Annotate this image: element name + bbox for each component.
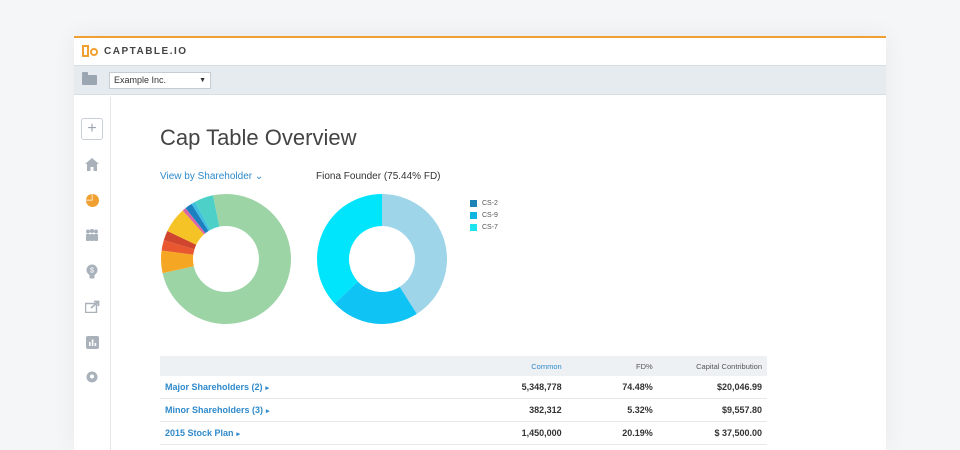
shareholder-slice-0[interactable] <box>162 194 291 324</box>
cell-fd: 74.48% <box>566 376 658 399</box>
legend-label: CS-2 <box>482 199 498 207</box>
main-content: Cap Table Overview View by Shareholder ⌄… <box>160 97 886 450</box>
cell-common: 382,312 <box>433 398 567 422</box>
table-header-row: Common FD% Capital Contribution <box>160 356 767 376</box>
company-toolbar: Example Inc. ▼ <box>74 65 886 95</box>
cell-common: 5,348,778 <box>433 376 567 399</box>
expand-arrow-icon: ▸ <box>265 385 270 392</box>
home-icon[interactable] <box>81 153 103 175</box>
view-by-label: View by Shareholder <box>160 171 253 182</box>
row-name-link[interactable]: Minor Shareholders (3) ▸ <box>160 398 434 422</box>
column-header-fd[interactable]: FD% <box>566 356 658 376</box>
shareholder-donut-chart <box>161 194 291 324</box>
row-name-link[interactable]: 2015 Stock Plan ▸ <box>160 421 434 445</box>
legend-item: CS-7 <box>470 221 498 233</box>
app-window: CAPTABLE.IO Example Inc. ▼ + $ <box>74 36 886 450</box>
expand-arrow-icon: ▸ <box>236 431 241 438</box>
table-row[interactable]: Minor Shareholders (3) ▸ 382,312 5.32% $9… <box>160 398 767 422</box>
legend-item: CS-2 <box>470 197 498 209</box>
legend-item: CS-9 <box>470 209 498 221</box>
table-row[interactable]: Major Shareholders (2) ▸ 5,348,778 74.48%… <box>160 376 767 399</box>
founder-donut-chart <box>317 194 447 324</box>
detail-chart-title: Fiona Founder (75.44% FD) <box>316 171 441 182</box>
caret-down-icon: ▼ <box>199 76 206 84</box>
shareholder-slice-2[interactable] <box>161 240 195 255</box>
shareholder-slice-5[interactable] <box>182 208 206 235</box>
company-select-value: Example Inc. <box>114 75 167 85</box>
legend-swatch <box>470 223 477 231</box>
column-header-name <box>160 356 434 376</box>
svg-text:$: $ <box>90 267 94 274</box>
plus-icon[interactable]: + <box>81 118 103 140</box>
view-by-shareholder-dropdown[interactable]: View by Shareholder ⌄ <box>160 171 263 182</box>
pie-chart-icon[interactable] <box>81 189 103 211</box>
captable-logo-icon <box>82 44 98 59</box>
cell-capital: $20,046.99 <box>657 376 767 399</box>
brand-name: CAPTABLE.IO <box>104 46 188 57</box>
page-title: Cap Table Overview <box>160 125 357 150</box>
legend-label: CS-7 <box>482 223 498 231</box>
brand-bar: CAPTABLE.IO <box>74 38 886 65</box>
chevron-down-icon: ⌄ <box>254 171 264 182</box>
column-header-common[interactable]: Common <box>433 356 567 376</box>
shareholder-slice-4[interactable] <box>167 210 205 245</box>
founder-slice-cs-9[interactable] <box>334 281 417 324</box>
founder-slice-cs-2[interactable] <box>382 194 447 314</box>
cell-capital: $9,557.80 <box>657 398 767 422</box>
row-name-link[interactable]: Major Shareholders (2) ▸ <box>160 376 434 399</box>
cell-fd: 20.19% <box>566 421 658 445</box>
expand-arrow-icon: ▸ <box>266 408 270 415</box>
table-row[interactable]: 2015 Stock Plan ▸ 1,450,000 20.19% $ 37,5… <box>160 421 767 445</box>
chart-legend: CS-2 CS-9 CS-7 <box>470 197 498 233</box>
legend-label: CS-9 <box>482 211 498 219</box>
shareholder-slice-9[interactable] <box>213 194 226 227</box>
cell-fd: 5.32% <box>566 398 658 422</box>
cell-common: 1,450,000 <box>433 421 567 445</box>
share-icon[interactable] <box>81 295 103 317</box>
founder-slice-cs-7[interactable] <box>317 194 382 304</box>
shareholder-slice-7[interactable] <box>191 201 211 232</box>
sidebar: + $ <box>74 97 111 450</box>
cell-capital: $ 37,500.00 <box>657 421 767 445</box>
people-icon[interactable] <box>81 224 103 246</box>
legend-swatch <box>470 199 477 207</box>
company-select[interactable]: Example Inc. ▼ <box>109 71 211 89</box>
bar-chart-icon[interactable] <box>81 331 103 353</box>
legend-swatch <box>470 211 477 219</box>
shareholder-slice-1[interactable] <box>161 250 194 274</box>
shareholder-slice-3[interactable] <box>163 230 197 250</box>
folder-icon[interactable] <box>82 72 97 85</box>
column-header-capital[interactable]: Capital Contribution <box>657 356 767 376</box>
location-icon[interactable] <box>81 366 103 388</box>
shareholder-slice-6[interactable] <box>185 203 209 234</box>
shareholder-slice-8[interactable] <box>195 195 220 230</box>
cap-table: Common FD% Capital Contribution Major Sh… <box>160 356 767 445</box>
lightbulb-icon[interactable]: $ <box>81 260 103 282</box>
